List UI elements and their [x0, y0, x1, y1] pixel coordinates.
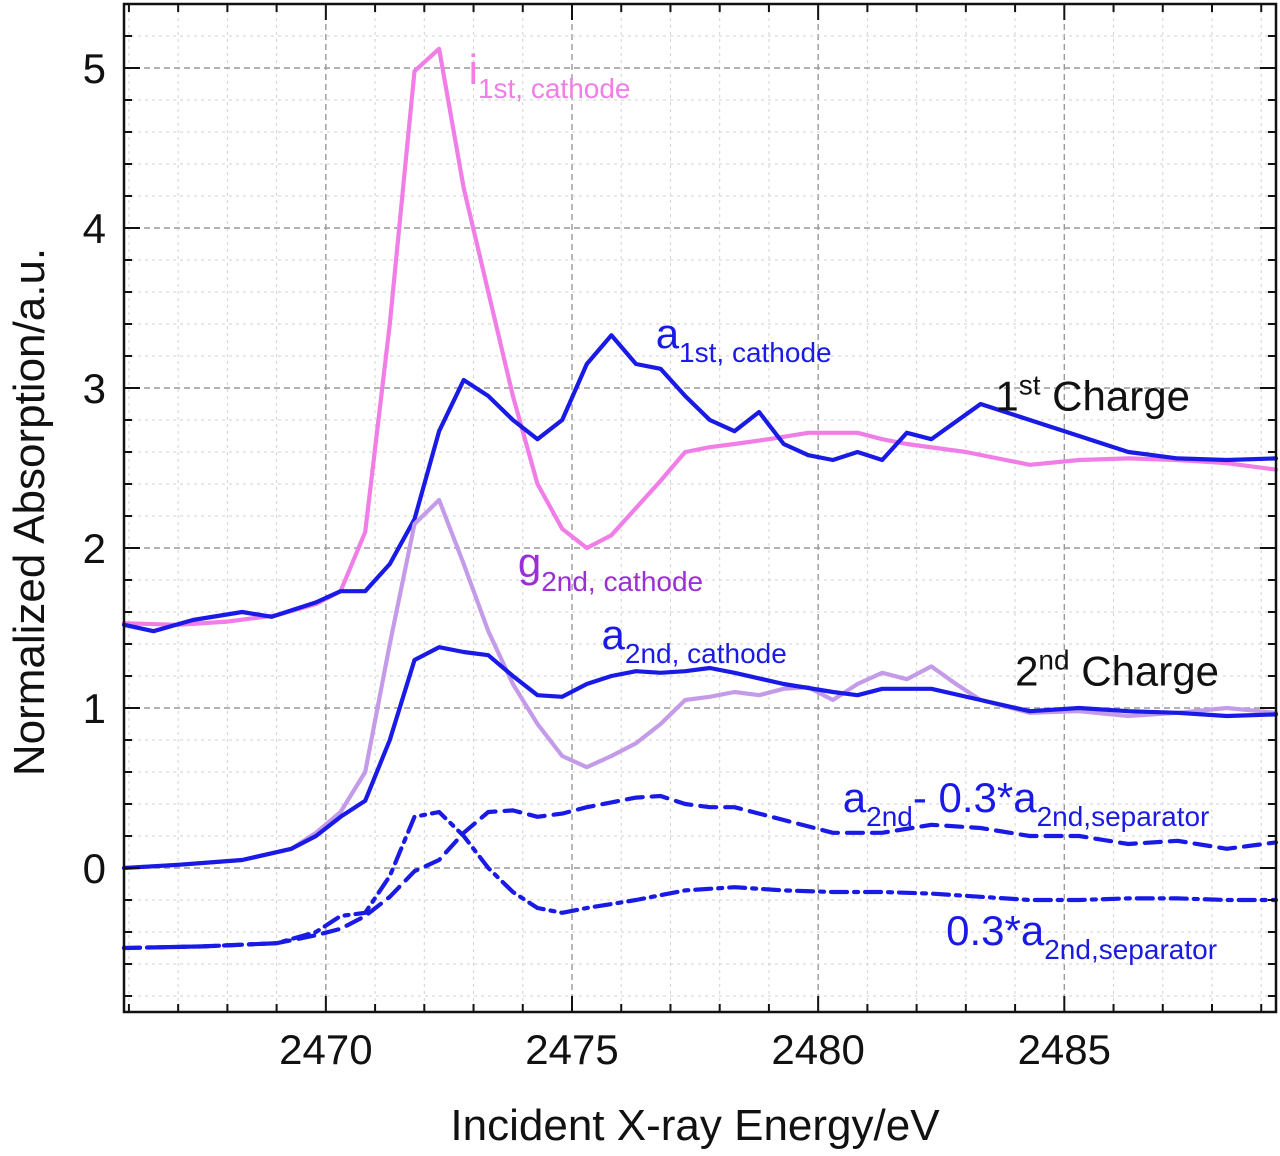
- label-superscript: st: [1019, 369, 1041, 400]
- x-tick-label: 2470: [279, 1026, 372, 1073]
- label-text: Charge: [1041, 372, 1190, 419]
- tick-labels: 2470 2475 2480 2485 0 1 2 3 4 5: [83, 45, 1111, 1073]
- curve-label-3: g2nd, cathode: [518, 539, 703, 597]
- curve-label-6: a2nd- 0.3*a2nd,separator: [843, 774, 1210, 832]
- x-tick-label: 2480: [771, 1026, 864, 1073]
- label-subscript: 2nd: [866, 801, 913, 832]
- label-main: 1: [995, 372, 1018, 419]
- y-tick-label: 1: [83, 685, 106, 732]
- y-tick-label: 5: [83, 45, 106, 92]
- x-tick-label: 2485: [1018, 1026, 1111, 1073]
- label-subscript: 1st, cathode: [478, 73, 631, 104]
- label-text: Charge: [1070, 648, 1219, 695]
- y-axis-title: Normalized Absorption/a.u.: [5, 248, 54, 776]
- x-axis-title: Incident X-ray Energy/eV: [450, 1101, 940, 1150]
- x-tick-label: 2475: [525, 1026, 618, 1073]
- label-subscript: 2nd,separator: [1037, 801, 1210, 832]
- label-main: g: [518, 539, 541, 586]
- label-subscript: 2nd,separator: [1044, 934, 1217, 965]
- plot-frame: [122, 2, 1278, 1014]
- series-line-3: [121, 645, 1279, 871]
- series-line-1: [121, 333, 1279, 634]
- plot-border: [122, 2, 1278, 1014]
- label-text: - 0.3*a: [913, 774, 1037, 821]
- curve-label-2: 1st Charge: [995, 369, 1190, 419]
- curve-label-5: 2nd Charge: [1015, 645, 1219, 695]
- curve-label-1: a1st, cathode: [656, 310, 832, 368]
- label-main: a: [843, 774, 867, 821]
- label-subscript: 2nd, cathode: [541, 566, 703, 597]
- grid-lines: [124, 3, 1276, 1012]
- curve-label-4: a2nd, cathode: [602, 611, 787, 669]
- y-tick-label: 2: [83, 525, 106, 572]
- series-line-4: [121, 793, 1279, 951]
- y-tick-label: 0: [83, 845, 106, 892]
- label-main: i: [469, 46, 478, 93]
- series-line-0: [121, 46, 1279, 627]
- label-subscript: 1st, cathode: [679, 337, 832, 368]
- y-tick-label: 4: [83, 205, 106, 252]
- tick-marks: [124, 3, 1276, 1012]
- label-superscript: nd: [1038, 645, 1069, 676]
- series-line-5: [121, 809, 1279, 951]
- label-subscript: 2nd, cathode: [625, 638, 787, 669]
- curve-label-0: i1st, cathode: [469, 46, 631, 104]
- curve-label-7: 0.3*a2nd,separator: [946, 907, 1217, 965]
- series-layer: [121, 46, 1279, 951]
- label-main: a: [602, 611, 626, 658]
- y-tick-label: 3: [83, 365, 106, 412]
- label-main: 2: [1015, 648, 1038, 695]
- label-main: a: [656, 310, 680, 357]
- label-main: 0.3*a: [946, 907, 1045, 954]
